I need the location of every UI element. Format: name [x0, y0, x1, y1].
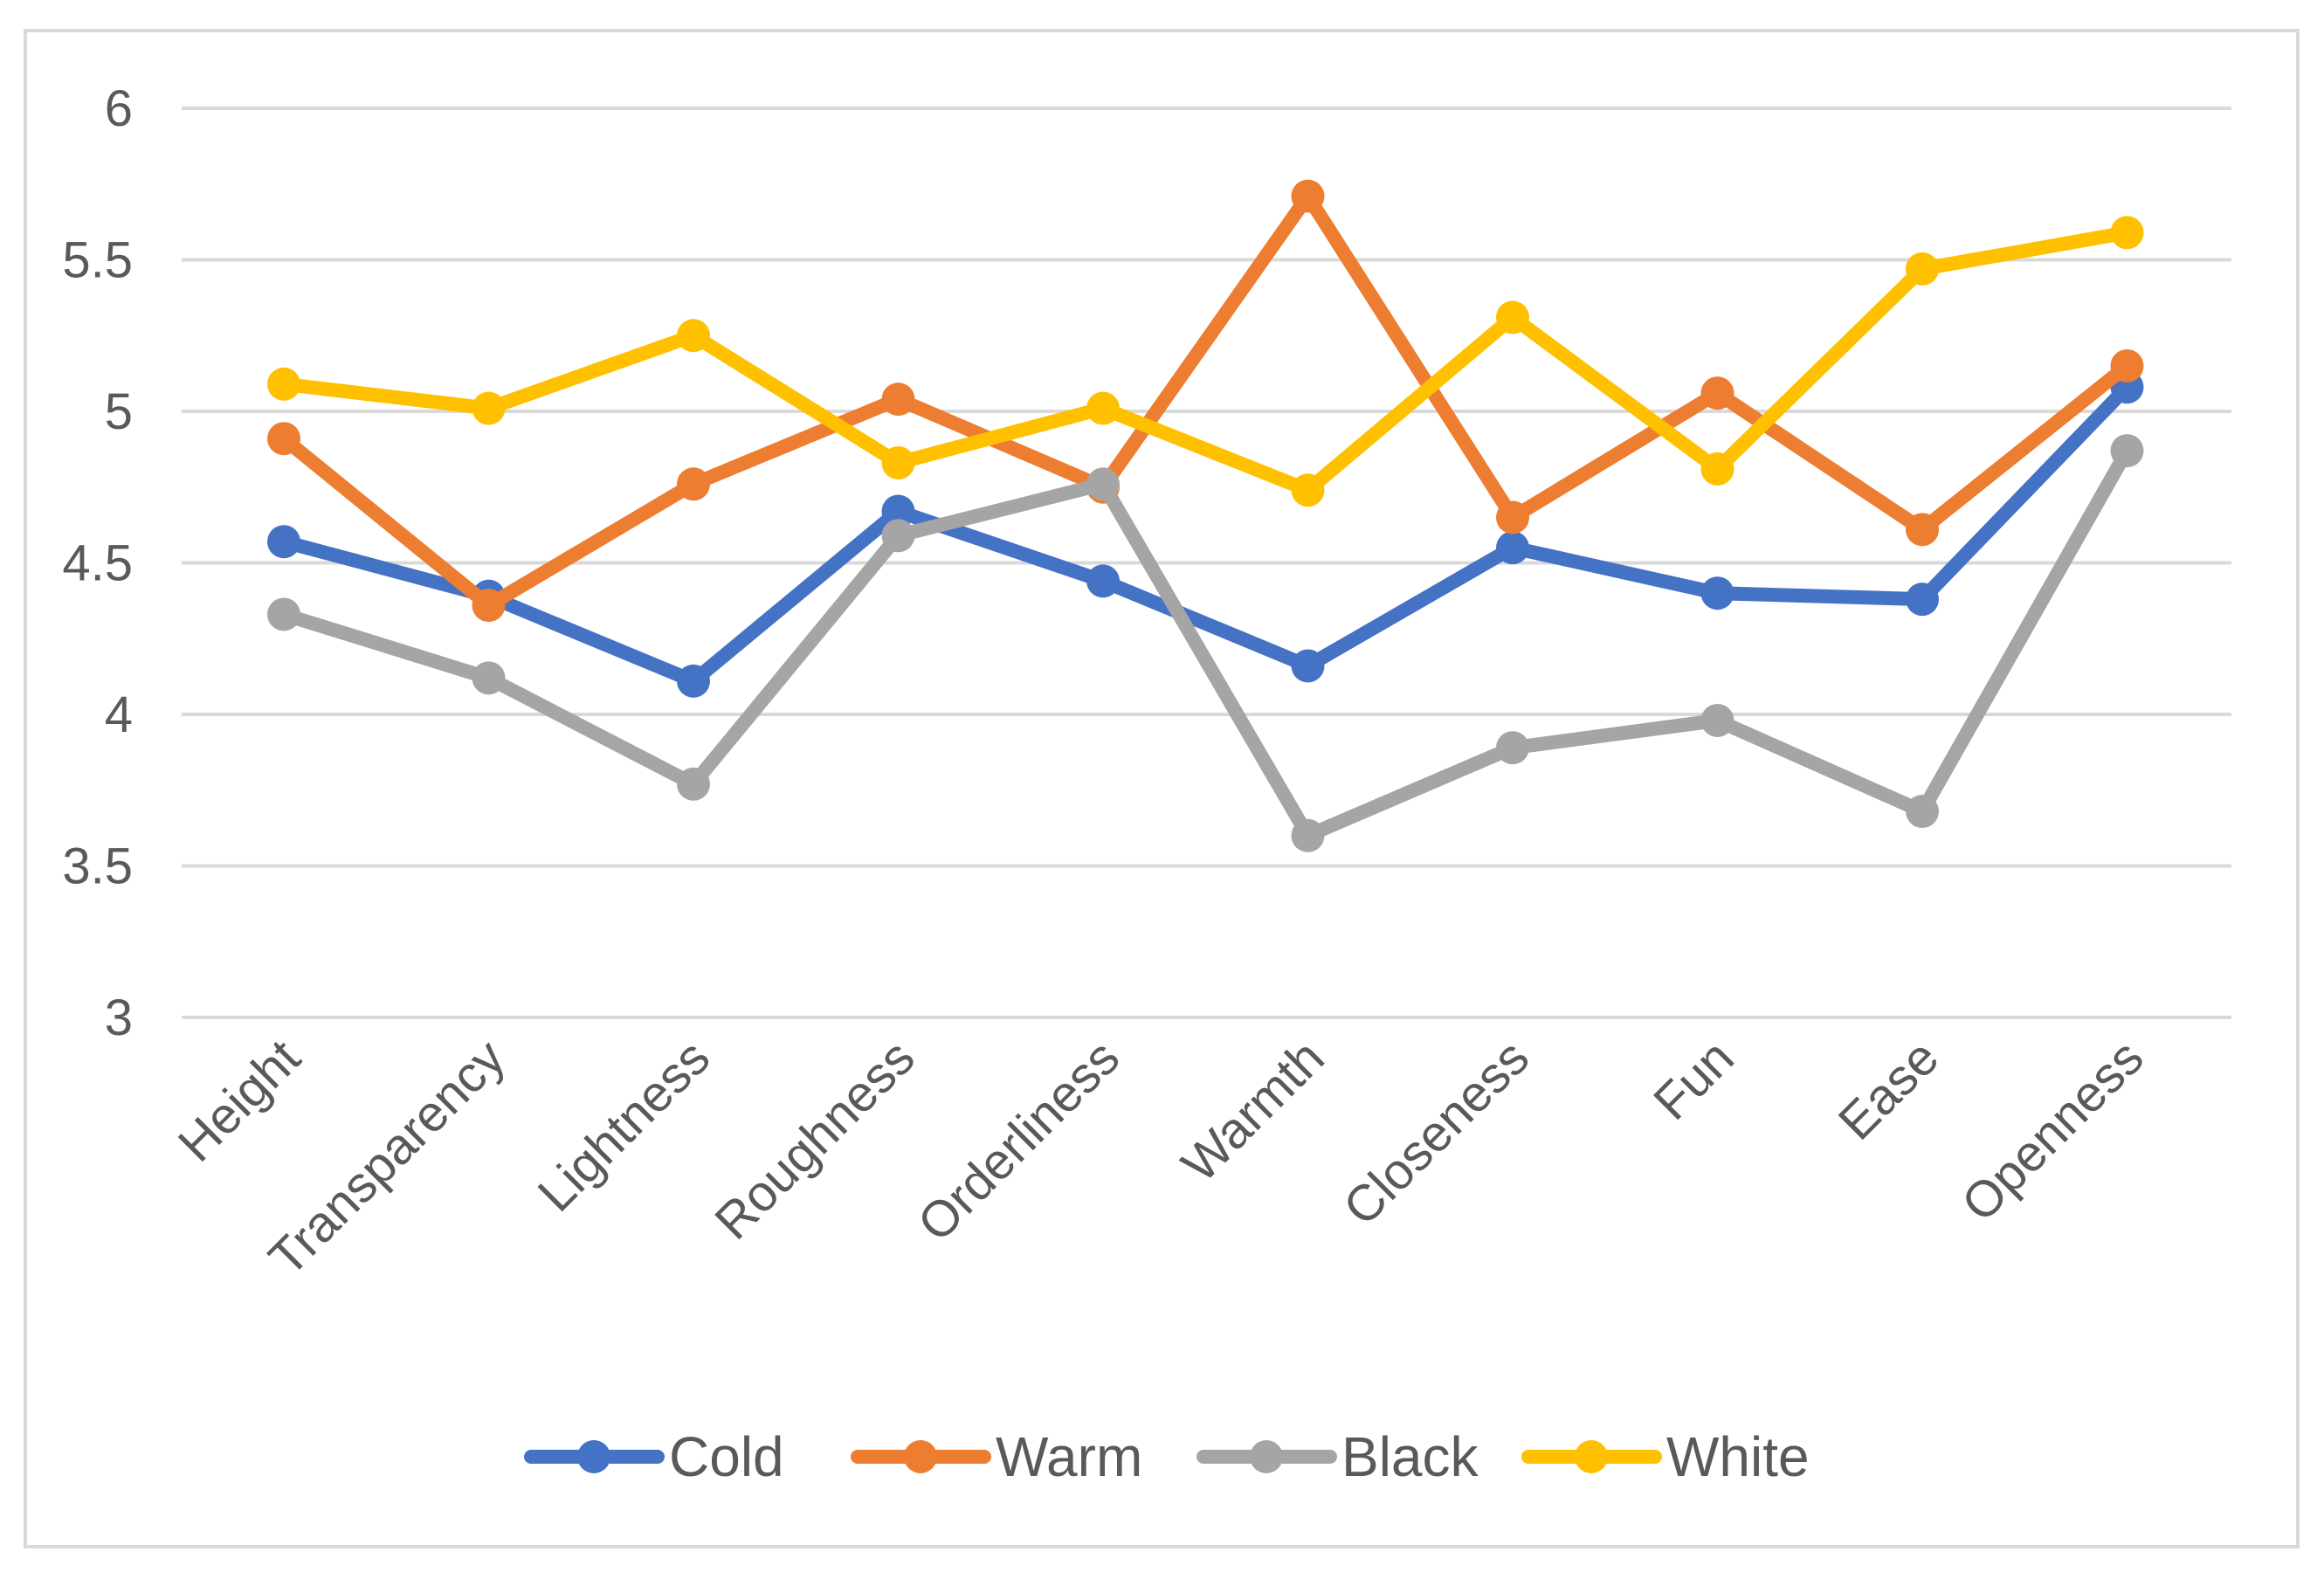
data-point — [267, 525, 300, 559]
series-black — [267, 434, 2144, 852]
series-line — [277, 225, 2134, 498]
data-point — [881, 519, 915, 553]
y-tick-label: 5.5 — [62, 232, 133, 289]
data-point — [472, 391, 506, 425]
legend-item-cold: Cold — [524, 1425, 784, 1488]
data-point — [1291, 473, 1325, 507]
series-warm — [267, 179, 2144, 623]
legend-swatch-marker — [1575, 1440, 1608, 1473]
legend-swatch-marker — [904, 1440, 937, 1473]
data-point — [1700, 576, 1734, 610]
data-point — [1700, 452, 1734, 486]
legend-item-white: White — [1521, 1425, 1810, 1488]
series-cold — [267, 370, 2144, 698]
y-tick-label: 6 — [105, 80, 133, 137]
legend-swatch-marker — [1250, 1440, 1283, 1473]
data-point — [267, 422, 300, 456]
x-tick-label: Height — [168, 1029, 312, 1173]
series-lines — [267, 179, 2144, 852]
gridlines — [182, 107, 2231, 1019]
data-point — [1291, 649, 1325, 683]
y-tick-label: 3 — [105, 989, 133, 1046]
data-point — [1496, 731, 1529, 765]
legend-label: Black — [1341, 1425, 1479, 1488]
legend-label: Warm — [996, 1425, 1142, 1488]
data-point — [677, 467, 710, 501]
data-point — [1906, 583, 1939, 617]
data-point — [267, 597, 300, 631]
data-point — [472, 589, 506, 623]
legend-label: White — [1666, 1425, 1810, 1488]
series-line — [277, 444, 2134, 843]
x-tick-label: Orderliness — [907, 1029, 1131, 1252]
x-tick-label: Warmth — [1171, 1029, 1335, 1193]
data-point — [1906, 513, 1939, 547]
legend-swatch-marker — [577, 1440, 610, 1473]
x-tick-label: Fun — [1643, 1029, 1745, 1131]
x-tick-label: Lightness — [528, 1029, 721, 1223]
x-tick-label: Roughness — [704, 1029, 925, 1250]
data-point — [1291, 818, 1325, 852]
data-point — [267, 367, 300, 401]
data-point — [677, 767, 710, 801]
data-point — [1700, 703, 1734, 737]
x-tick-label: Ease — [1828, 1029, 1949, 1150]
legend-item-warm: Warm — [851, 1425, 1142, 1488]
data-point — [881, 445, 915, 479]
data-point — [1496, 500, 1529, 534]
legend-label: Cold — [669, 1425, 784, 1488]
data-point — [1086, 467, 1120, 501]
series-white — [267, 216, 2144, 507]
data-point — [677, 664, 710, 698]
data-point — [2110, 216, 2144, 250]
data-point — [881, 383, 915, 417]
x-tick-label: Openness — [1951, 1029, 2155, 1232]
data-point — [1496, 300, 1529, 334]
data-point — [1906, 252, 1939, 286]
data-point — [1291, 179, 1325, 213]
data-point — [1700, 376, 1734, 410]
data-point — [472, 661, 506, 695]
x-tick-label: Closeness — [1333, 1029, 1540, 1236]
data-point — [1086, 564, 1120, 598]
y-tick-label: 4.5 — [62, 535, 133, 592]
data-point — [1496, 531, 1529, 565]
legend-item-black: Black — [1196, 1425, 1479, 1488]
data-point — [2110, 348, 2144, 383]
legend: Cold Warm Black White — [524, 1425, 1810, 1488]
data-point — [1086, 391, 1120, 425]
y-tick-label: 4 — [105, 686, 133, 743]
data-point — [1906, 795, 1939, 829]
y-tick-label: 3.5 — [62, 838, 133, 895]
series-line — [277, 189, 2134, 613]
y-tick-label: 5 — [105, 383, 133, 440]
data-point — [677, 319, 710, 353]
data-point — [2110, 434, 2144, 468]
series-line — [277, 380, 2134, 688]
data-point — [881, 494, 915, 528]
y-axis-ticks: 3 3.5 4 4.5 5 5.5 6 — [62, 80, 133, 1046]
